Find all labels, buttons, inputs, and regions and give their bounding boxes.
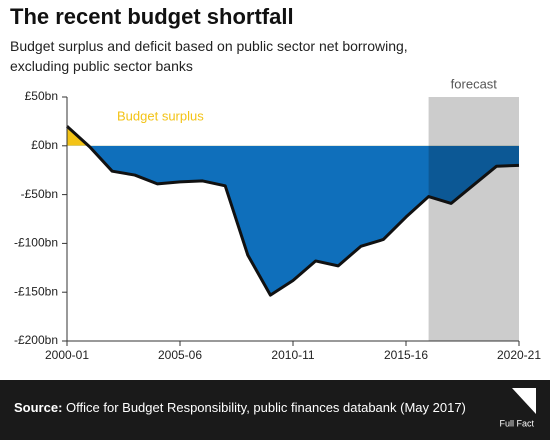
y-tick-label: -£50bn — [21, 187, 58, 201]
x-tick-label: 2010-11 — [271, 348, 314, 362]
x-tick-label: 2005-06 — [158, 348, 202, 362]
forecast-region — [428, 97, 519, 341]
x-tick-label: 2020-21 — [497, 348, 541, 362]
source-label: Source: — [14, 400, 62, 415]
x-tick-label: 2000-01 — [45, 348, 89, 362]
y-tick-label: -£150bn — [14, 284, 58, 298]
annotation: Budget deficit — [117, 258, 196, 273]
y-tick-label: £0bn — [31, 138, 58, 152]
logo-icon — [512, 388, 536, 414]
y-tick-label: £50bn — [25, 89, 58, 103]
source: Source: Office for Budget Responsibility… — [14, 400, 466, 415]
deficit-area — [88, 145, 519, 296]
footer — [0, 380, 550, 440]
forecast-label: forecast — [451, 76, 498, 91]
data-line — [65, 125, 520, 297]
y-tick-label: -£200bn — [14, 333, 58, 347]
chart-title: The recent budget shortfall — [10, 4, 294, 29]
logo: Full Fact — [499, 418, 534, 428]
annotation: Budget surplus — [117, 108, 204, 123]
source-text: Office for Budget Responsibility, public… — [66, 400, 466, 415]
chart-subtitle: Budget surplus and deficit based on publ… — [10, 38, 408, 74]
x-tick-label: 2015-16 — [384, 348, 428, 362]
y-tick-label: -£100bn — [14, 236, 58, 250]
